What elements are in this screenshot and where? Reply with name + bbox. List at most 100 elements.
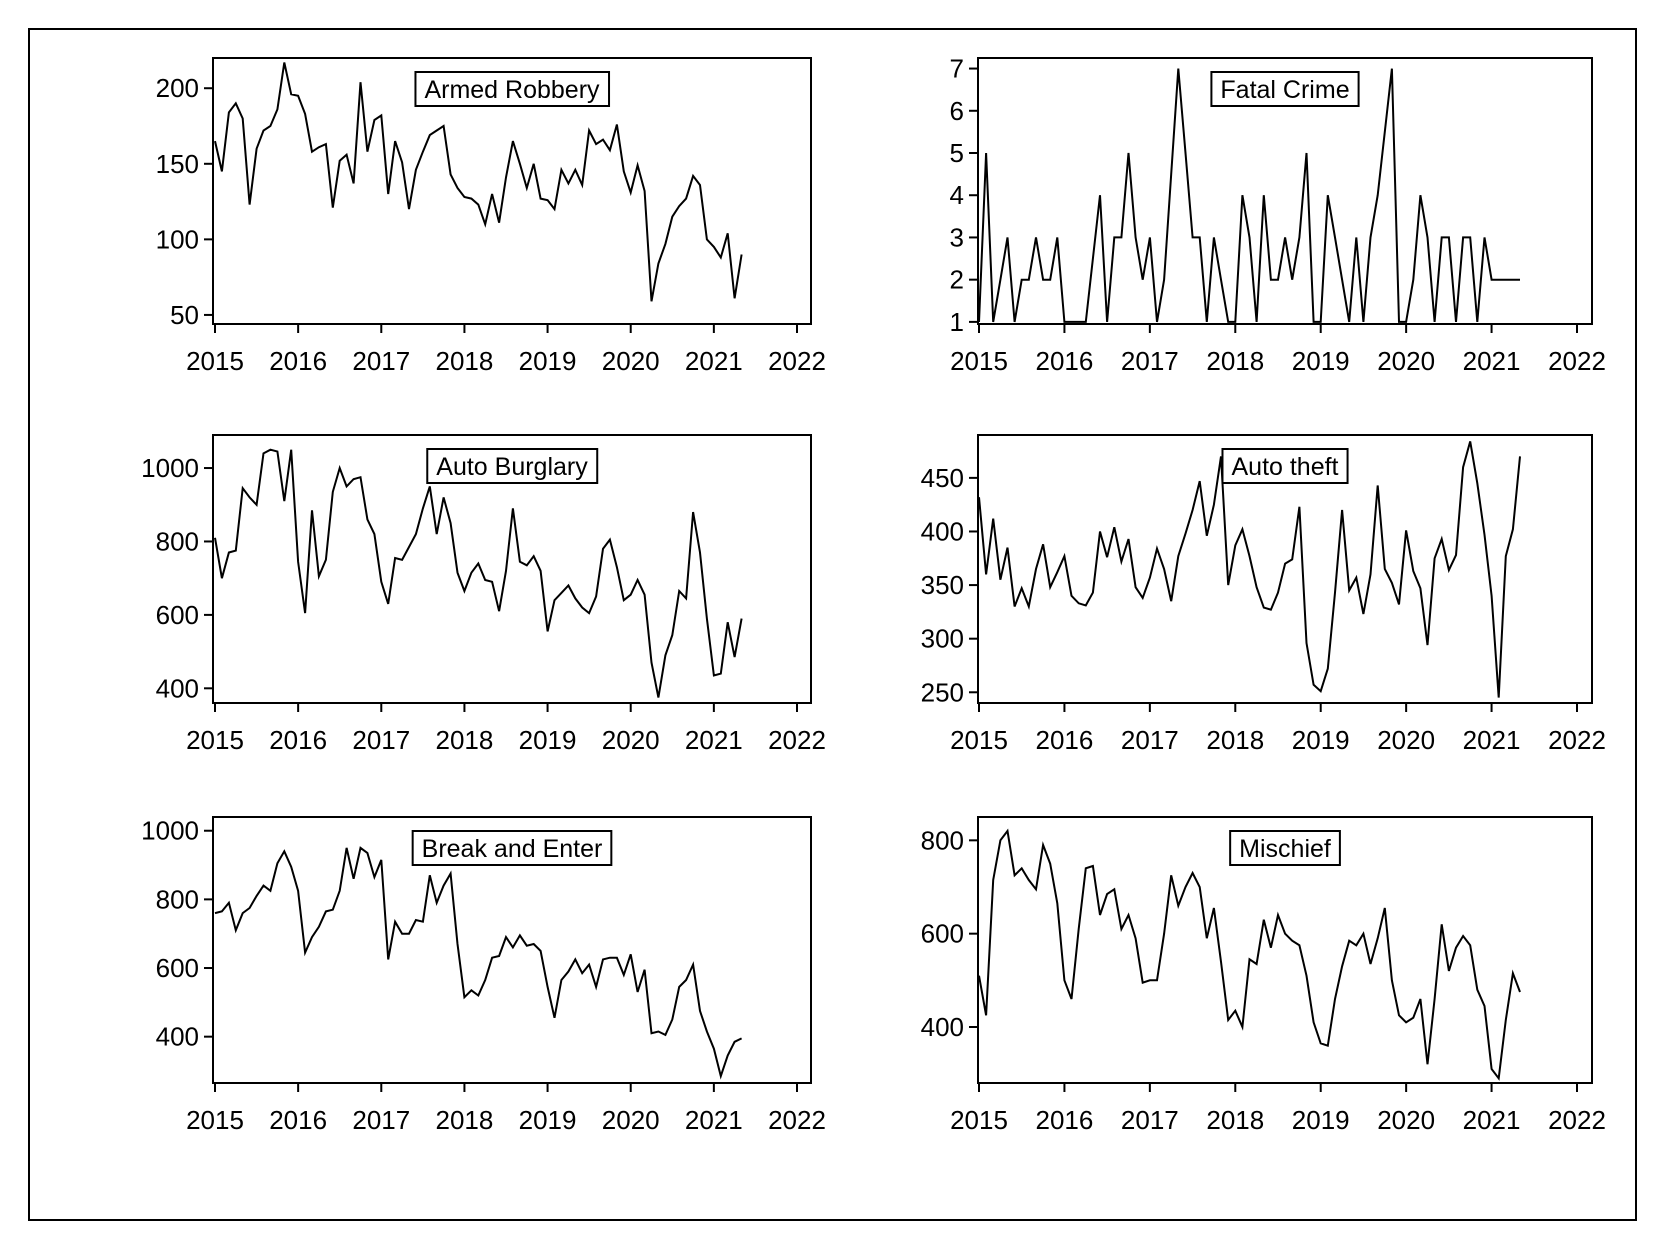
series-line (978, 68, 1520, 323)
x-tick-label: 2021 (685, 1105, 743, 1135)
panel-title: Fatal Crime (1210, 71, 1360, 107)
x-tick-label: 2022 (1548, 346, 1606, 376)
y-tick-label: 2 (950, 265, 964, 295)
plot-area (212, 434, 812, 704)
series-line (214, 448, 743, 698)
y-tick-label: 1 (950, 307, 964, 337)
panel-armed-robbery: 2015 2016 2017 2018 2019 2020 2021 2022 50 100 150… (156, 57, 826, 376)
x-tick-label: 2022 (768, 346, 826, 376)
x-tick-label: 2022 (768, 725, 826, 755)
x-tick-label: 2019 (1292, 725, 1350, 755)
y-tick-label: 100 (156, 224, 199, 254)
x-tick-label: 2019 (519, 725, 577, 755)
y-tick-label: 350 (921, 570, 964, 600)
panel-title-text: Mischief (1239, 835, 1331, 863)
y-tick-label: 600 (921, 919, 964, 949)
panel-auto-theft: 2015 2016 2017 2018 2019 2020 2021 2022 250 300 35… (921, 434, 1606, 755)
x-tick-label: 2020 (602, 346, 660, 376)
series-line (978, 441, 1521, 698)
y-tick-label: 6 (950, 96, 964, 126)
panel-title-box (426, 448, 599, 484)
y-tick-label: 4 (950, 180, 964, 210)
y-tick-label: 3 (950, 222, 964, 252)
x-tick-label: 2019 (519, 346, 577, 376)
x-tick-label: 2017 (352, 1105, 410, 1135)
panel-break-and-enter: 2015 2016 2017 2018 2019 2020 2021 2022 400 600 80… (141, 816, 826, 1135)
panel-title: Auto theft (1221, 448, 1349, 484)
panel-title-text: Fatal Crime (1220, 76, 1349, 104)
x-tick-label: 2015 (186, 725, 244, 755)
x-tick-label: 2022 (768, 1105, 826, 1135)
y-tick-label: 400 (921, 516, 964, 546)
y-tick-label: 800 (156, 526, 199, 556)
panel-mischief: 2015 2016 2017 2018 2019 2020 2021 2022 400 600 80… (921, 816, 1606, 1135)
y-tick-label: 150 (156, 149, 199, 179)
x-tick-label: 2022 (1548, 725, 1606, 755)
x-tick-label: 2018 (436, 1105, 494, 1135)
x-tick-label: 2018 (436, 346, 494, 376)
y-tick-label: 5 (950, 138, 964, 168)
x-tick-label: 2016 (1036, 346, 1094, 376)
series-line (214, 846, 743, 1080)
x-tick-label: 2020 (1377, 725, 1435, 755)
x-tick-label: 2015 (186, 346, 244, 376)
series-line (978, 828, 1521, 1081)
plot-area (977, 816, 1593, 1084)
plot-area (212, 57, 812, 325)
panel-title-box (1221, 448, 1349, 484)
panel-title: Mischief (1229, 830, 1341, 866)
y-tick-label: 400 (156, 673, 199, 703)
plot-area (212, 816, 812, 1084)
y-tick-label: 50 (170, 300, 199, 330)
x-tick-label: 2015 (950, 1105, 1008, 1135)
x-tick-label: 2017 (352, 725, 410, 755)
x-tick-label: 2015 (950, 346, 1008, 376)
panel-title-box (414, 71, 611, 107)
x-tick-label: 2017 (1121, 1105, 1179, 1135)
x-tick-label: 2019 (1292, 1105, 1350, 1135)
figure-border (28, 28, 1637, 1221)
x-tick-label: 2021 (685, 725, 743, 755)
x-tick-label: 2020 (1377, 346, 1435, 376)
x-tick-label: 2016 (269, 346, 327, 376)
panel-title-text: Auto Burglary (436, 453, 588, 481)
x-tick-label: 2018 (1206, 1105, 1264, 1135)
x-tick-label: 2015 (950, 725, 1008, 755)
series-line (214, 62, 743, 302)
y-tick-label: 400 (156, 1022, 199, 1052)
panel-title-text: Break and Enter (422, 835, 603, 863)
y-tick-label: 250 (921, 677, 964, 707)
x-tick-label: 2015 (186, 1105, 244, 1135)
x-tick-label: 2020 (602, 1105, 660, 1135)
x-tick-label: 2016 (1036, 725, 1094, 755)
y-tick-label: 7 (950, 54, 964, 84)
x-tick-label: 2022 (1548, 1105, 1606, 1135)
y-tick-label: 450 (921, 463, 964, 493)
x-tick-label: 2019 (519, 1105, 577, 1135)
panel-title-box (1210, 71, 1360, 107)
y-tick-label: 300 (921, 624, 964, 654)
x-tick-label: 2018 (1206, 346, 1264, 376)
x-tick-label: 2020 (1377, 1105, 1435, 1135)
panel-title: Break and Enter (411, 830, 613, 866)
panel-title-text: Armed Robbery (424, 76, 600, 104)
x-tick-label: 2017 (352, 346, 410, 376)
panel-title: Armed Robbery (414, 71, 611, 107)
panel-auto-burglary: 2015 2016 2017 2018 2019 2020 2021 2022 400 600 80… (141, 434, 826, 755)
x-tick-label: 2019 (1292, 346, 1350, 376)
panel-title-text: Auto theft (1231, 453, 1338, 481)
y-tick-label: 1000 (141, 453, 199, 483)
y-tick-label: 800 (921, 825, 964, 855)
x-tick-label: 2016 (1036, 1105, 1094, 1135)
x-tick-label: 2021 (1463, 725, 1521, 755)
x-tick-label: 2021 (685, 346, 743, 376)
x-tick-label: 2016 (269, 725, 327, 755)
y-tick-label: 400 (921, 1012, 964, 1042)
x-tick-label: 2017 (1121, 725, 1179, 755)
x-tick-label: 2018 (1206, 725, 1264, 755)
y-tick-label: 200 (156, 73, 199, 103)
x-tick-label: 2020 (602, 725, 660, 755)
plot-area (977, 57, 1593, 325)
y-tick-label: 600 (156, 953, 199, 983)
x-tick-label: 2021 (1463, 346, 1521, 376)
